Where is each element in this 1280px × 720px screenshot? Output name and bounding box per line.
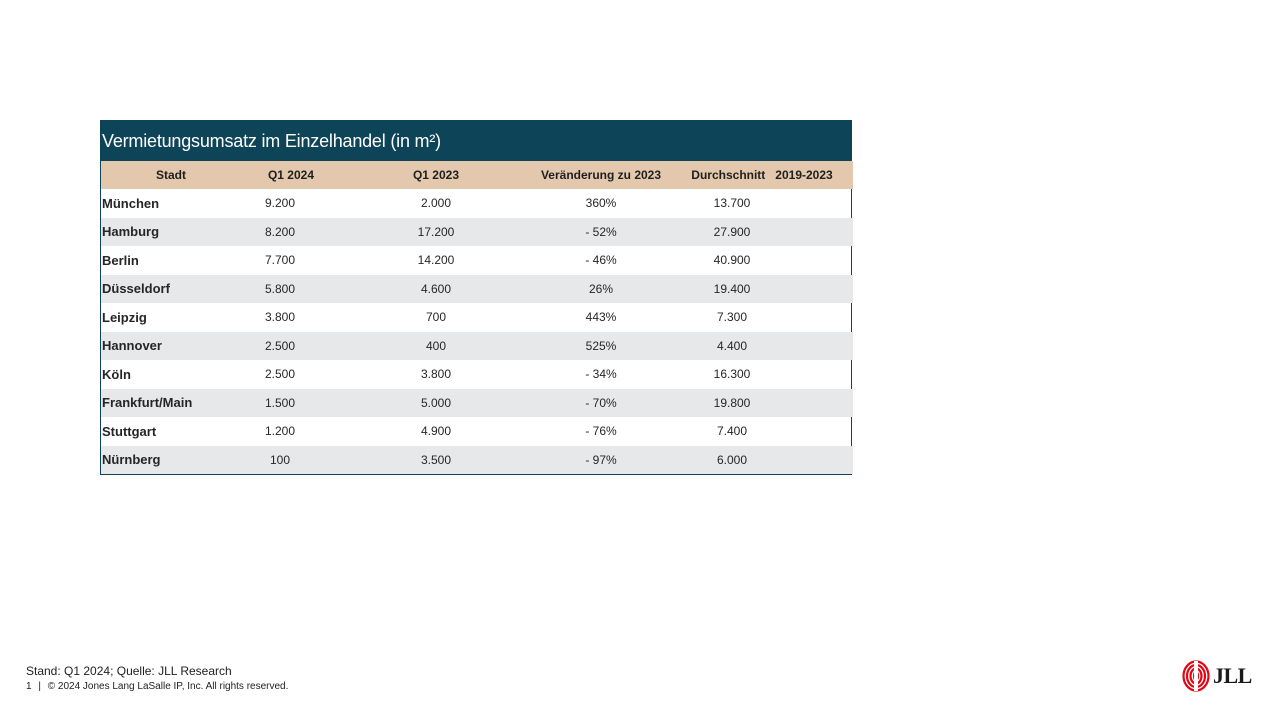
- value-cell: - 34%: [585, 367, 617, 382]
- value-cell: 19.800: [713, 395, 751, 410]
- city-cell: Köln: [102, 366, 131, 382]
- column-header-q1-2024: Q1 2024: [267, 168, 315, 182]
- value-cell: 17.200: [417, 224, 455, 239]
- value-cell: 7.300: [716, 310, 748, 325]
- footer: Stand: Q1 2024; Quelle: JLL Research 1 |…: [26, 664, 288, 692]
- value-cell: 26%: [588, 281, 614, 296]
- jll-logo-text: JLL: [1213, 663, 1252, 688]
- value-cell: 9.200: [264, 196, 296, 211]
- column-header-change: Veränderung zu 2023: [540, 168, 662, 182]
- page-number: 1: [26, 681, 32, 692]
- table-row: Hamburg 8.200 17.200 - 52% 27.900: [101, 217, 853, 246]
- footer-separator: |: [38, 681, 41, 692]
- table-row: Berlin 7.700 14.200 - 46% 40.900: [101, 246, 853, 275]
- value-cell: 4.900: [420, 424, 452, 439]
- table-row: Nürnberg 100 3.500 - 97% 6.000: [101, 445, 853, 474]
- column-header-average: Durchschnitt 2019-2023: [691, 168, 833, 182]
- value-cell: 2.500: [264, 338, 296, 353]
- copyright-text: © 2024 Jones Lang LaSalle IP, Inc. All r…: [47, 681, 289, 692]
- value-cell: - 52%: [585, 224, 617, 239]
- value-cell: 27.900: [713, 224, 751, 239]
- value-cell: - 46%: [585, 253, 617, 268]
- data-table: Stadt Q1 2024 Q1 2023 Veränderung zu 202…: [101, 161, 853, 474]
- table-row: Leipzig 3.800 700 443% 7.300: [101, 303, 853, 332]
- value-cell: 700: [425, 310, 447, 325]
- retail-leasing-table: Vermietungsumsatz im Einzelhandel (in m²…: [100, 120, 853, 475]
- table-row: München 9.200 2.000 360% 13.700: [101, 189, 853, 218]
- jll-logo-icon: [1182, 660, 1210, 692]
- value-cell: - 76%: [585, 424, 617, 439]
- table-title: Vermietungsumsatz im Einzelhandel (in m²…: [101, 121, 851, 161]
- city-cell: Hannover: [102, 338, 162, 354]
- value-cell: 19.400: [713, 281, 751, 296]
- city-cell: Berlin: [102, 252, 139, 268]
- value-cell: 16.300: [713, 367, 751, 382]
- copyright-line: 1 | © 2024 Jones Lang LaSalle IP, Inc. A…: [26, 681, 288, 692]
- value-cell: 360%: [585, 196, 617, 211]
- value-cell: 7.400: [716, 424, 748, 439]
- header-row: Stadt Q1 2024 Q1 2023 Veränderung zu 202…: [101, 161, 853, 189]
- value-cell: 5.000: [420, 395, 452, 410]
- value-cell: 100: [269, 452, 291, 467]
- value-cell: 13.700: [713, 196, 751, 211]
- table-row: Köln 2.500 3.800 - 34% 16.300: [101, 360, 853, 389]
- city-cell: Stuttgart: [102, 423, 157, 439]
- jll-logo: JLL: [1182, 660, 1252, 692]
- value-cell: 3.500: [420, 452, 452, 467]
- value-cell: 6.000: [716, 452, 748, 467]
- value-cell: 3.800: [264, 310, 296, 325]
- value-cell: 525%: [585, 338, 617, 353]
- value-cell: 14.200: [417, 253, 455, 268]
- value-cell: 400: [425, 338, 447, 353]
- value-cell: - 97%: [585, 452, 617, 467]
- value-cell: 3.800: [420, 367, 452, 382]
- value-cell: 4.600: [420, 281, 452, 296]
- value-cell: 2.500: [264, 367, 296, 382]
- source-note: Stand: Q1 2024; Quelle: JLL Research: [26, 664, 232, 678]
- table-row: Stuttgart 1.200 4.900 - 76% 7.400: [101, 417, 853, 446]
- table-row: Düsseldorf 5.800 4.600 26% 19.400: [101, 274, 853, 303]
- value-cell: 7.700: [264, 253, 296, 268]
- value-cell: 1.500: [264, 395, 296, 410]
- city-cell: Hamburg: [102, 224, 160, 240]
- table-row: Frankfurt/Main 1.500 5.000 - 70% 19.800: [101, 388, 853, 417]
- table-row: Hannover 2.500 400 525% 4.400: [101, 331, 853, 360]
- city-cell: Nürnberg: [102, 452, 161, 468]
- city-cell: Leipzig: [102, 309, 147, 325]
- city-cell: Düsseldorf: [102, 281, 170, 297]
- value-cell: 40.900: [713, 253, 751, 268]
- value-cell: 1.200: [264, 424, 296, 439]
- value-cell: - 70%: [585, 395, 617, 410]
- city-cell: München: [102, 195, 160, 211]
- column-header-stadt: Stadt: [156, 168, 186, 182]
- value-cell: 4.400: [716, 338, 748, 353]
- column-header-q1-2023: Q1 2023: [412, 168, 460, 182]
- city-cell: Frankfurt/Main: [102, 395, 193, 411]
- value-cell: 8.200: [264, 224, 296, 239]
- value-cell: 2.000: [420, 196, 452, 211]
- value-cell: 443%: [585, 310, 617, 325]
- value-cell: 5.800: [264, 281, 296, 296]
